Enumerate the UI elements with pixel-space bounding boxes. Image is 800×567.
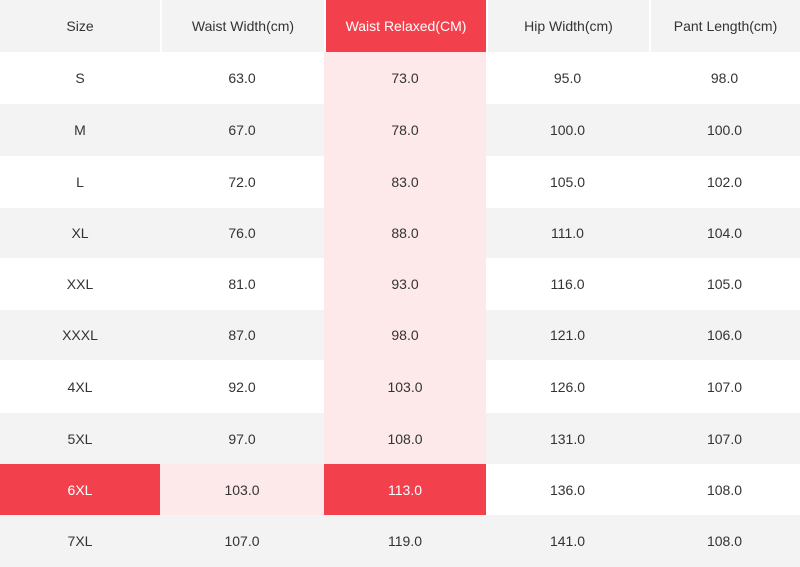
waist-relaxed-cell: 88.0 [324, 208, 486, 258]
table-row: M 67.0 78.0 100.0 100.0 [0, 104, 800, 156]
waist-width-cell: 97.0 [228, 430, 256, 447]
size-cell: XXXL [62, 327, 98, 343]
waist-relaxed-cell: 103.0 [324, 360, 486, 413]
size-cell: M [74, 122, 86, 138]
size-cell: 7XL [67, 533, 93, 549]
table-row: XXXL 87.0 98.0 121.0 106.0 [0, 310, 800, 360]
waist-relaxed-cell: 83.0 [324, 156, 486, 208]
hip-width-cell: 131.0 [549, 430, 586, 447]
pant-length-cell: 108.0 [706, 533, 743, 549]
hip-width-cell: 100.0 [549, 122, 586, 138]
pant-length-cell: 104.0 [706, 225, 743, 241]
pant-length-cell: 108.0 [706, 481, 743, 498]
waist-width-cell: 107.0 [224, 533, 260, 549]
waist-width-cell: 87.0 [228, 327, 256, 343]
hip-width-cell: 95.0 [553, 70, 582, 86]
table-row: 4XL 92.0 103.0 126.0 107.0 [0, 360, 800, 413]
hip-width-cell: 116.0 [550, 276, 585, 292]
waist-relaxed-cell: 73.0 [324, 52, 486, 104]
hip-width-cell: 105.0 [549, 174, 586, 190]
hip-width-cell: 126.0 [549, 378, 586, 395]
pant-length-cell: 106.0 [706, 327, 743, 343]
waist-relaxed-cell: 93.0 [324, 258, 486, 310]
size-cell: L [76, 174, 84, 190]
waist-width-cell: 67.0 [228, 122, 256, 138]
header-hip-width: Hip Width(cm) [486, 0, 649, 52]
waist-relaxed-cell: 78.0 [324, 104, 486, 156]
hip-width-cell: 141.0 [549, 533, 586, 549]
hip-width-cell: 121.0 [549, 327, 586, 343]
waist-relaxed-cell: 98.0 [324, 310, 486, 360]
pant-length-cell: 107.0 [706, 430, 743, 447]
table-row: 7XL 107.0 119.0 141.0 108.0 [0, 515, 800, 567]
size-cell: 4XL [67, 378, 93, 395]
waist-width-cell: 72.0 [228, 174, 256, 190]
pant-length-cell: 102.0 [706, 174, 743, 190]
size-cell-highlighted: 6XL [0, 464, 160, 515]
header-waist-width: Waist Width(cm) [160, 0, 324, 52]
table-row-highlighted: 6XL 103.0 113.0 136.0 108.0 [0, 464, 800, 515]
size-cell: XL [71, 225, 89, 241]
header-pant-length: Pant Length(cm) [649, 0, 800, 52]
waist-width-cell: 92.0 [228, 378, 256, 395]
waist-width-cell: 63.0 [228, 70, 256, 86]
waist-relaxed-cell: 119.0 [388, 533, 422, 549]
table-row: XL 76.0 88.0 111.0 104.0 [0, 208, 800, 258]
hip-width-cell: 136.0 [549, 481, 586, 498]
pant-length-cell: 105.0 [706, 276, 743, 292]
table-row: XXL 81.0 93.0 116.0 105.0 [0, 258, 800, 310]
table-row: S 63.0 73.0 95.0 98.0 [0, 52, 800, 104]
header-waist-relaxed: Waist Relaxed(CM) [324, 0, 486, 52]
table-header-row: Size Waist Width(cm) Waist Relaxed(CM) H… [0, 0, 800, 52]
waist-width-cell: 81.0 [228, 276, 256, 292]
header-size: Size [66, 18, 94, 34]
pant-length-cell: 107.0 [706, 378, 743, 395]
waist-relaxed-cell: 108.0 [324, 413, 486, 464]
waist-relaxed-cell-highlighted: 113.0 [324, 464, 486, 515]
waist-width-cell: 76.0 [228, 225, 256, 241]
pant-length-cell: 100.0 [706, 122, 743, 138]
table-row: L 72.0 83.0 105.0 102.0 [0, 156, 800, 208]
size-cell: S [75, 70, 85, 86]
table-row: 5XL 97.0 108.0 131.0 107.0 [0, 413, 800, 464]
size-cell: 5XL [67, 430, 93, 447]
pant-length-cell: 98.0 [710, 70, 739, 86]
size-cell: XXL [66, 276, 94, 292]
hip-width-cell: 111.0 [551, 225, 584, 241]
waist-width-cell: 103.0 [160, 464, 324, 515]
